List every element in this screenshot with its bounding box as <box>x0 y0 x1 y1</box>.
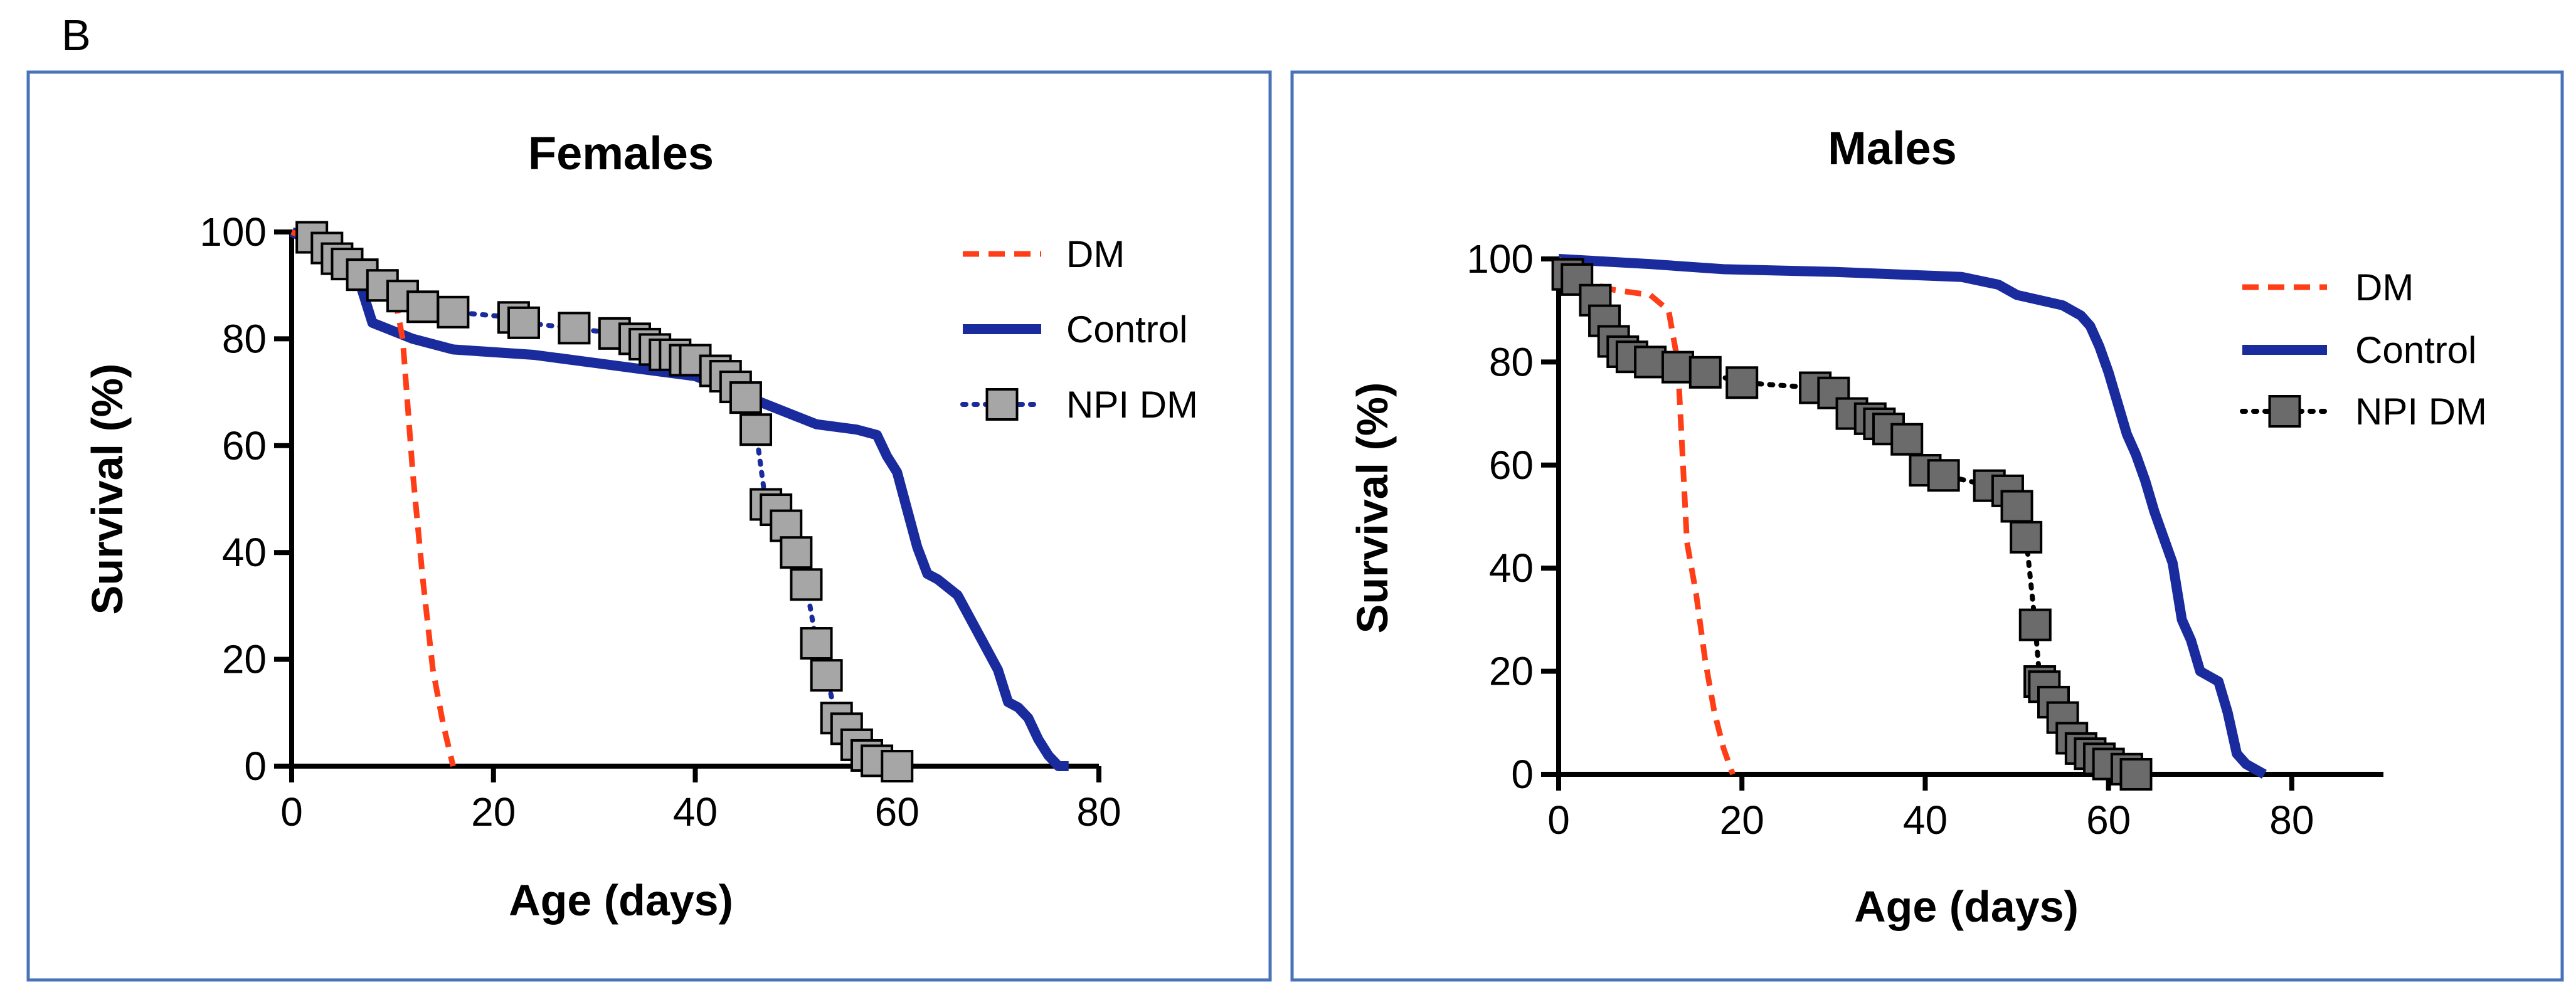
females-panel-frame <box>26 70 1272 982</box>
females-x-tick-label: 60 <box>875 789 920 834</box>
females-npi-dm-marker <box>729 381 762 414</box>
females-npi-dm-marker <box>739 413 773 446</box>
males-npi-dm-marker <box>2018 608 2052 641</box>
males-npi-dm-marker <box>2119 758 2153 791</box>
females-npi-dm-marker <box>800 627 833 660</box>
males-x-tick-label: 0 <box>1547 797 1570 843</box>
males-x-tick-label: 60 <box>2086 797 2131 843</box>
males-y-tick-label: 0 <box>1511 752 1534 797</box>
males-legend-npi-dm-marker <box>2268 395 2301 428</box>
females-legend-control-label: Control <box>1066 308 1187 350</box>
females-x-tick-label: 0 <box>280 789 303 834</box>
females-series-control-line <box>289 227 1069 771</box>
females-y-tick-label: 0 <box>244 744 267 789</box>
females-npi-dm-marker <box>558 312 591 345</box>
males-x-tick-label: 40 <box>1903 797 1948 843</box>
males-npi-dm-marker <box>2010 520 2043 554</box>
males-legend-control-label: Control <box>2355 329 2476 371</box>
males-legend-dm-label: DM <box>2355 266 2414 308</box>
females-npi-dm-marker <box>881 750 914 782</box>
males-npi-dm-marker <box>1688 355 1722 389</box>
males-series-dm-line <box>1556 257 1736 776</box>
females-npi-dm-marker <box>770 509 803 542</box>
males-chart-panel: Males Age (days) Survival (%) 0 20 40 60 80 1… <box>1290 70 2564 982</box>
males-y-tick-label: 40 <box>1489 545 1534 591</box>
females-x-tick-label: 80 <box>1076 789 1121 834</box>
males-legend-npi-dm-label: NPI DM <box>2355 391 2487 433</box>
females-x-tick-label: 40 <box>673 789 718 834</box>
males-chart-title: Males <box>1828 122 1957 174</box>
males-x-tick-label: 20 <box>1720 797 1764 843</box>
males-y-tick-label: 20 <box>1489 649 1534 694</box>
females-npi-dm-marker <box>437 295 470 329</box>
males-x-axis-title: Age (days) <box>1854 882 2079 931</box>
females-chart-title: Females <box>528 127 714 179</box>
females-npi-dm-marker <box>507 306 541 339</box>
males-series-control-line <box>1558 254 2267 779</box>
females-y-tick-label: 40 <box>222 530 267 575</box>
females-y-tick-label: 60 <box>222 423 267 468</box>
males-npi-dm-marker <box>1661 350 1694 384</box>
females-x-axis-title: Age (days) <box>509 876 733 925</box>
females-legend-npi-dm-label: NPI DM <box>1066 384 1198 426</box>
females-y-tick-label: 20 <box>222 637 267 682</box>
females-y-tick-label: 100 <box>199 209 267 255</box>
females-legend-npi-dm-marker <box>985 388 1019 421</box>
females-series-dm-line <box>290 229 456 767</box>
panel-label: B <box>61 11 91 60</box>
males-npi-dm-marker <box>1927 459 1960 492</box>
females-y-axis-title: Survival (%) <box>83 364 132 615</box>
females-npi-dm-marker <box>780 536 813 569</box>
males-npi-dm-marker <box>1872 413 1905 446</box>
females-x-tick-label: 20 <box>471 789 516 834</box>
males-y-tick-label: 80 <box>1489 339 1534 384</box>
males-y-tick-label: 100 <box>1466 236 1534 282</box>
females-y-tick-label: 80 <box>222 316 267 361</box>
males-y-tick-label: 60 <box>1489 443 1534 488</box>
females-chart-panel: Females Age (days) Survival (%) 0 20 40 60 8… <box>26 70 1272 982</box>
females-npi-dm-marker <box>790 568 823 601</box>
females-series-npi-dm-line <box>309 234 900 769</box>
males-npi-dm-marker <box>1890 423 1924 456</box>
males-panel-frame <box>1290 70 2564 982</box>
females-npi-dm-marker <box>810 659 843 692</box>
males-npi-dm-marker <box>1725 366 1759 399</box>
males-npi-dm-marker <box>1634 345 1667 379</box>
males-npi-dm-marker <box>1561 263 1594 296</box>
males-y-axis-title: Survival (%) <box>1348 382 1397 634</box>
females-legend-dm-label: DM <box>1066 233 1125 275</box>
females-legend: DM Control NPI DM <box>960 233 1198 426</box>
females-npi-dm-marker <box>406 290 440 324</box>
males-npi-dm-marker <box>2000 490 2033 523</box>
males-x-tick-label: 80 <box>2269 797 2314 843</box>
males-legend: DM Control NPI DM <box>2240 266 2487 433</box>
